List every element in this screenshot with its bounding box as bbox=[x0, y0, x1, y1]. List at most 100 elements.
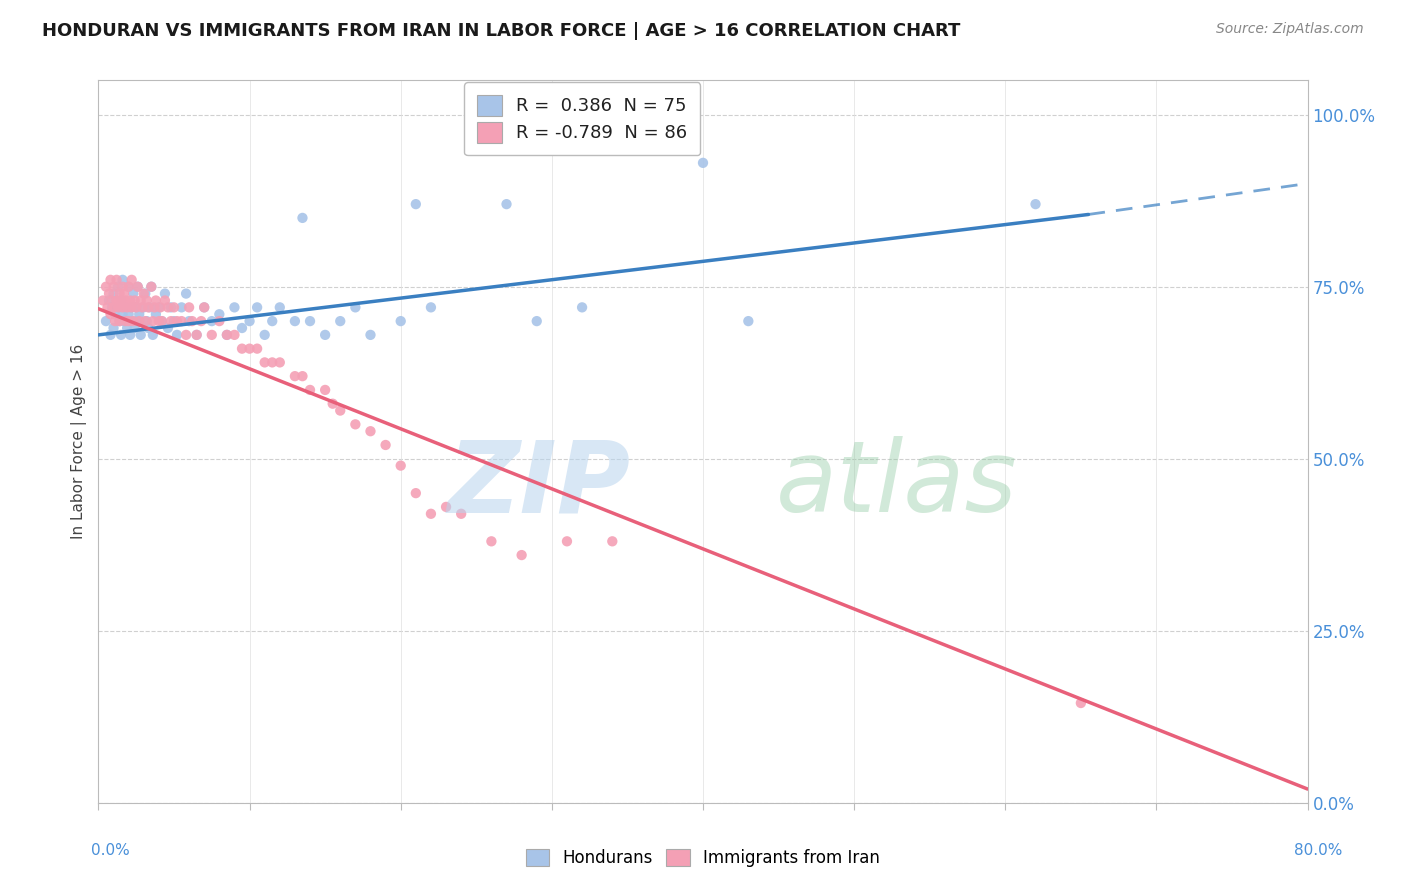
Point bbox=[104, 307, 127, 321]
Point bbox=[160, 301, 183, 315]
Point bbox=[160, 314, 183, 328]
Point bbox=[148, 301, 170, 315]
Point bbox=[91, 293, 114, 308]
Point bbox=[103, 286, 125, 301]
Point bbox=[360, 424, 382, 438]
Point bbox=[115, 321, 138, 335]
Point bbox=[344, 301, 367, 315]
Point bbox=[291, 211, 314, 225]
Point bbox=[100, 327, 122, 342]
Point bbox=[163, 301, 186, 315]
Point bbox=[374, 438, 396, 452]
Point bbox=[231, 321, 253, 335]
Point bbox=[142, 327, 165, 342]
Text: Source: ZipAtlas.com: Source: ZipAtlas.com bbox=[1216, 22, 1364, 37]
Point bbox=[149, 301, 172, 315]
Point bbox=[344, 417, 367, 432]
Point bbox=[107, 301, 129, 315]
Point bbox=[121, 273, 143, 287]
Point bbox=[124, 293, 146, 308]
Point bbox=[103, 301, 125, 315]
Point bbox=[120, 327, 142, 342]
Point bbox=[389, 314, 412, 328]
Point bbox=[208, 307, 231, 321]
Point bbox=[114, 301, 136, 315]
Point bbox=[98, 286, 121, 301]
Text: HONDURAN VS IMMIGRANTS FROM IRAN IN LABOR FORCE | AGE > 16 CORRELATION CHART: HONDURAN VS IMMIGRANTS FROM IRAN IN LABO… bbox=[42, 22, 960, 40]
Point bbox=[111, 273, 134, 287]
Point bbox=[101, 301, 124, 315]
Point bbox=[262, 314, 284, 328]
Point bbox=[127, 279, 149, 293]
Point bbox=[100, 273, 122, 287]
Point bbox=[142, 314, 165, 328]
Point bbox=[110, 327, 132, 342]
Point bbox=[224, 301, 246, 315]
Point bbox=[291, 369, 314, 384]
Point bbox=[481, 534, 503, 549]
Point bbox=[555, 534, 578, 549]
Point bbox=[122, 314, 145, 328]
Point bbox=[1024, 197, 1046, 211]
Point bbox=[108, 314, 131, 328]
Point bbox=[94, 314, 117, 328]
Point bbox=[148, 314, 170, 328]
Point bbox=[145, 293, 167, 308]
Y-axis label: In Labor Force | Age > 16: In Labor Force | Age > 16 bbox=[72, 344, 87, 539]
Point bbox=[98, 293, 121, 308]
Point bbox=[737, 314, 759, 328]
Point bbox=[190, 314, 212, 328]
Point bbox=[179, 314, 201, 328]
Point bbox=[112, 314, 135, 328]
Point bbox=[201, 327, 224, 342]
Text: 80.0%: 80.0% bbox=[1295, 843, 1343, 858]
Point bbox=[136, 321, 159, 335]
Point bbox=[128, 314, 150, 328]
Point bbox=[329, 403, 352, 417]
Point bbox=[174, 286, 197, 301]
Point bbox=[120, 293, 142, 308]
Point bbox=[246, 342, 269, 356]
Point bbox=[166, 327, 188, 342]
Point bbox=[94, 279, 117, 293]
Point bbox=[193, 301, 215, 315]
Point bbox=[322, 397, 344, 411]
Point bbox=[193, 301, 215, 315]
Point bbox=[107, 279, 129, 293]
Point bbox=[134, 314, 156, 328]
Point bbox=[111, 307, 134, 321]
Point bbox=[115, 301, 138, 315]
Point bbox=[153, 293, 176, 308]
Point bbox=[299, 314, 322, 328]
Point bbox=[170, 314, 193, 328]
Point bbox=[100, 307, 122, 321]
Text: atlas: atlas bbox=[776, 436, 1017, 533]
Point bbox=[174, 327, 197, 342]
Point bbox=[215, 327, 238, 342]
Point bbox=[420, 507, 443, 521]
Point bbox=[103, 321, 125, 335]
Point bbox=[269, 355, 291, 369]
Point bbox=[156, 301, 179, 315]
Point bbox=[135, 314, 157, 328]
Point bbox=[141, 279, 163, 293]
Point bbox=[253, 327, 276, 342]
Point bbox=[150, 314, 173, 328]
Point bbox=[121, 301, 143, 315]
Point bbox=[118, 307, 141, 321]
Point bbox=[110, 293, 132, 308]
Point bbox=[112, 286, 135, 301]
Point bbox=[110, 293, 132, 308]
Point bbox=[96, 301, 118, 315]
Point bbox=[224, 327, 246, 342]
Point bbox=[170, 301, 193, 315]
Point bbox=[128, 307, 150, 321]
Point bbox=[179, 301, 201, 315]
Point bbox=[495, 197, 517, 211]
Point bbox=[131, 301, 153, 315]
Point bbox=[284, 314, 307, 328]
Point bbox=[405, 197, 427, 211]
Point bbox=[186, 327, 208, 342]
Point bbox=[114, 314, 136, 328]
Point bbox=[269, 301, 291, 315]
